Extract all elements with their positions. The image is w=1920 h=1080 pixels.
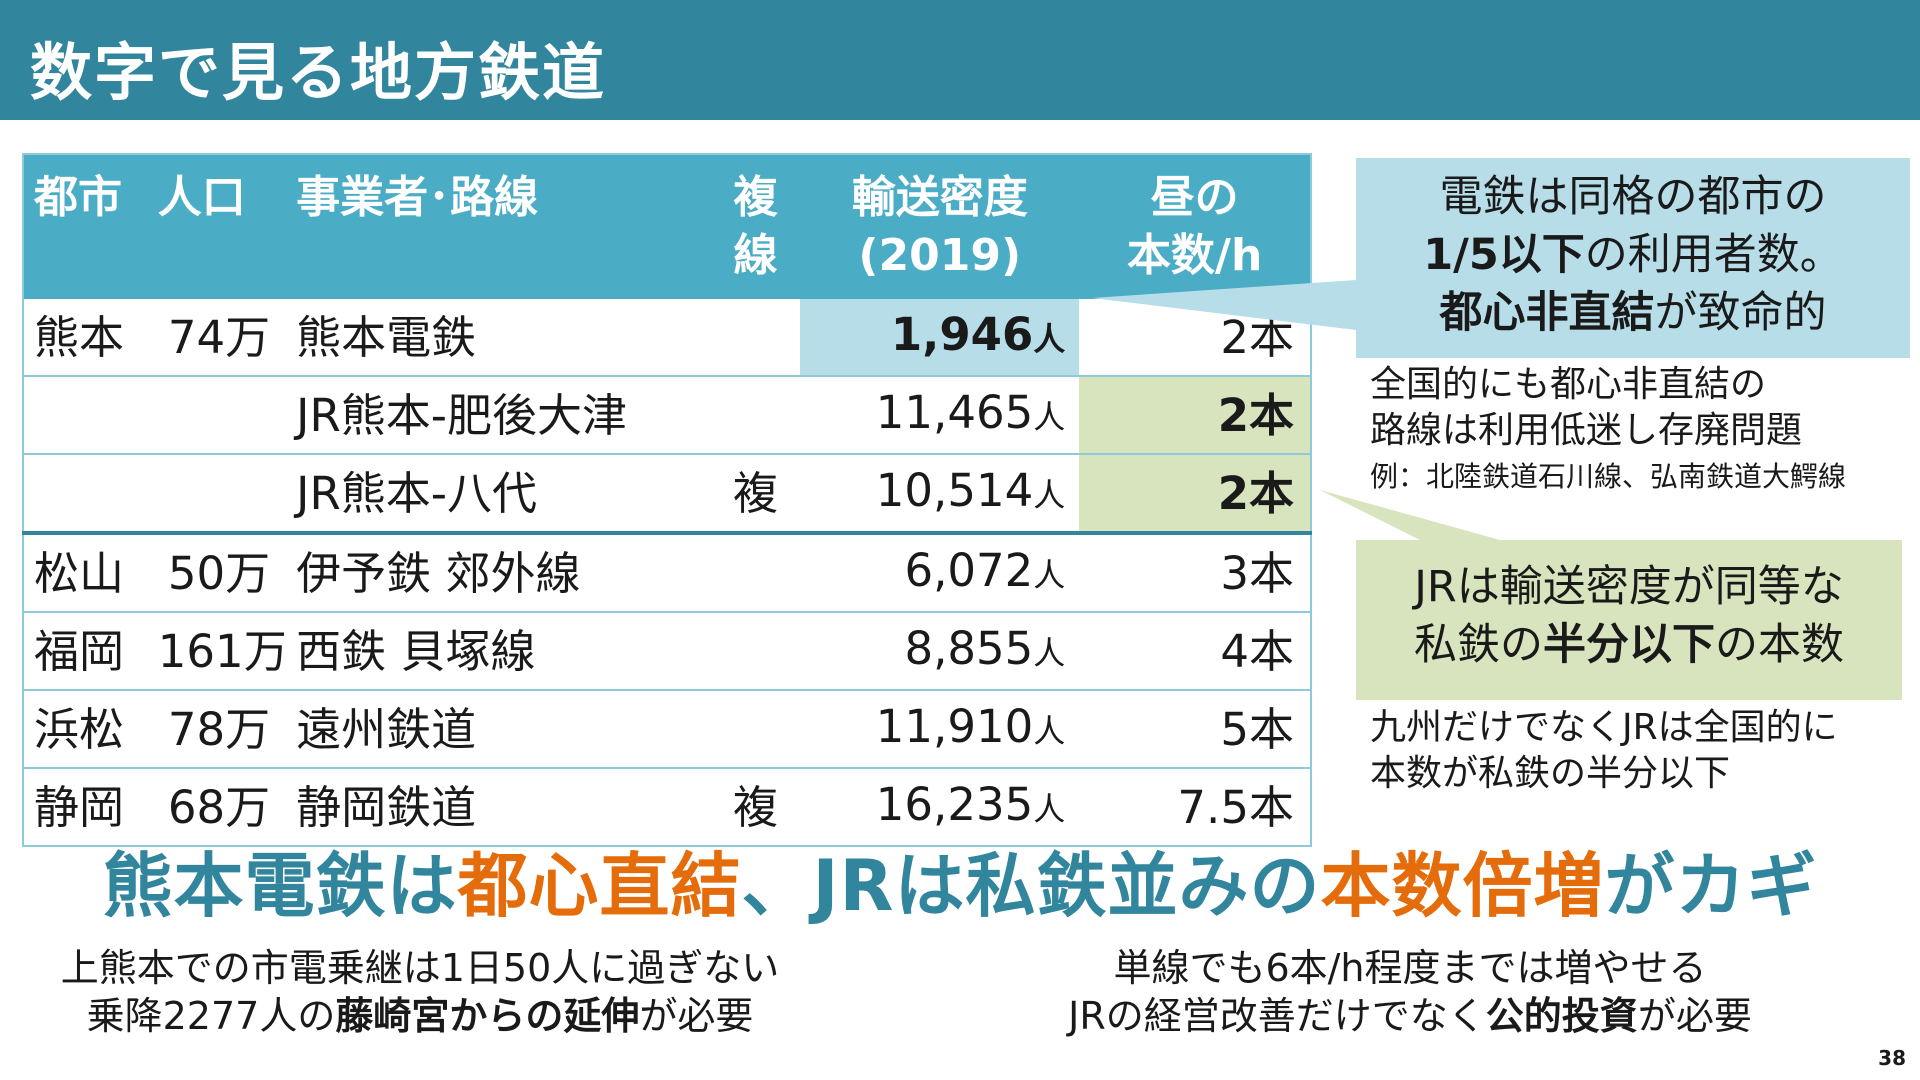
note-green-line2: 本数が私鉄の半分以下 — [1370, 753, 1731, 794]
cell-frequency: 5本 — [1220, 702, 1294, 756]
blue-callout-pointer — [1092, 280, 1356, 330]
cell-line: 遠州鉄道 — [296, 702, 477, 756]
cell-line: JR熊本-肥後大津 — [296, 388, 627, 442]
callout-green-line2: 私鉄の半分以下の本数 — [1414, 620, 1844, 670]
header-city: 都市 — [23, 154, 158, 299]
callout-blue-line3: 都心非直結が致命的 — [1439, 288, 1827, 338]
cell-city: 松山 — [34, 546, 125, 600]
note-green-line1: 九州だけでなくJRは全国的に — [1370, 707, 1838, 748]
cell-population: 68万 — [167, 780, 271, 834]
slide-title: 数字で見る地方鉄道 — [30, 36, 607, 109]
callout-blue: 電鉄は同格の都市の 1/5以下の利用者数。 都心非直結が致命的 — [1356, 158, 1910, 358]
cell-line: 熊本電鉄 — [296, 310, 477, 364]
green-callout-pointer — [1320, 490, 1500, 540]
cell-density: 6,072人 — [904, 544, 1066, 597]
table-row: 福岡 161万 西鉄 貝塚線 8,855人 4本 — [23, 612, 1311, 690]
page-number: 38 — [1878, 1046, 1906, 1070]
note-blue-example: 例：北陸鉄道石川線、弘南鉄道大鰐線 — [1370, 460, 1847, 493]
sub-message-right: 単線でも6本/h程度までは増やせる JRの経営改善だけでなく公的投資が必要 — [1010, 944, 1810, 1040]
cell-frequency: 2本 — [1079, 376, 1311, 454]
cell-population: 78万 — [167, 702, 271, 756]
cell-line: JR熊本-八代 — [296, 466, 537, 520]
slide-header: 数字で見る地方鉄道 — [0, 0, 1920, 120]
sub-right-line2: JRの経営改善だけでなく公的投資が必要 — [1068, 994, 1752, 1038]
note-blue: 全国的にも都心非直結の 路線は利用低迷し存廃問題 例：北陸鉄道石川線、弘南鉄道大… — [1370, 362, 1846, 500]
callout-green-line1: JRは輸送密度が同等な — [1414, 562, 1844, 612]
cell-population: 50万 — [167, 546, 271, 600]
note-blue-line1: 全国的にも都心非直結の — [1370, 364, 1767, 405]
callout-blue-line1: 電鉄は同格の都市の — [1439, 172, 1827, 222]
callout-green: JRは輸送密度が同等な 私鉄の半分以下の本数 — [1356, 540, 1902, 700]
cell-city: 静岡 — [34, 780, 125, 834]
cell-density: 10,514人 — [875, 464, 1066, 517]
table-row: 松山 50万 伊予鉄 郊外線 6,072人 3本 — [23, 533, 1311, 612]
cell-density: 16,235人 — [875, 778, 1066, 831]
cell-city: 浜松 — [34, 702, 125, 756]
header-line: 事業者･路線 — [284, 154, 711, 299]
sub-right-line1: 単線でも6本/h程度までは増やせる — [1113, 946, 1707, 990]
cell-frequency: 3本 — [1220, 546, 1294, 600]
cell-density: 11,910人 — [875, 700, 1066, 753]
cell-frequency: 4本 — [1220, 624, 1294, 678]
note-blue-line2: 路線は利用低迷し存廃問題 — [1370, 410, 1803, 451]
cell-city: 熊本 — [34, 310, 125, 364]
cell-line: 伊予鉄 郊外線 — [296, 546, 581, 600]
sub-left-line1: 上熊本での市電乗継は1日50人に過ぎない — [60, 946, 780, 990]
cell-population: 161万 — [157, 624, 285, 678]
cell-double: 複 — [732, 466, 778, 520]
callout-blue-line2: 1/5以下の利用者数。 — [1423, 230, 1843, 280]
cell-frequency: 7.5本 — [1177, 780, 1294, 834]
cell-frequency: 2本 — [1079, 454, 1311, 533]
sub-left-line2: 乗降2277人の藤崎宮からの延伸が必要 — [86, 994, 754, 1038]
cell-line: 西鉄 貝塚線 — [296, 624, 536, 678]
cell-population: 74万 — [167, 310, 271, 364]
railway-table: 都市 人口 事業者･路線 複線 輸送密度 (2019) 昼の 本数/h 熊本 74万… — [22, 153, 1312, 847]
cell-line: 静岡鉄道 — [296, 780, 477, 834]
cell-density: 8,855人 — [904, 622, 1066, 675]
main-message: 熊本電鉄は都心直結、JRは私鉄並みの本数倍増がカギ — [102, 845, 1818, 927]
cell-density: 11,465人 — [875, 386, 1066, 439]
header-population: 人口 — [157, 154, 285, 299]
table-row: JR熊本-八代 複 10,514人 2本 — [23, 454, 1311, 533]
table-row: JR熊本-肥後大津 11,465人 2本 — [23, 376, 1311, 454]
table-header-row: 都市 人口 事業者･路線 複線 輸送密度 (2019) 昼の 本数/h — [23, 154, 1311, 299]
header-double-track: 複線 — [710, 154, 801, 299]
table-row: 浜松 78万 遠州鉄道 11,910人 5本 — [23, 690, 1311, 768]
note-green: 九州だけでなくJRは全国的に 本数が私鉄の半分以下 — [1370, 705, 1838, 797]
cell-density: 1,946人 — [800, 299, 1080, 376]
cell-double: 複 — [732, 780, 778, 834]
sub-message-left: 上熊本での市電乗継は1日50人に過ぎない 乗降2277人の藤崎宮からの延伸が必要 — [20, 944, 820, 1040]
cell-city: 福岡 — [34, 624, 125, 678]
table-row: 静岡 68万 静岡鉄道 複 16,235人 7.5本 — [23, 768, 1311, 846]
table-row: 熊本 74万 熊本電鉄 1,946人 2本 — [23, 299, 1311, 376]
header-density: 輸送密度 (2019) — [800, 154, 1080, 299]
header-frequency: 昼の 本数/h — [1079, 154, 1311, 299]
